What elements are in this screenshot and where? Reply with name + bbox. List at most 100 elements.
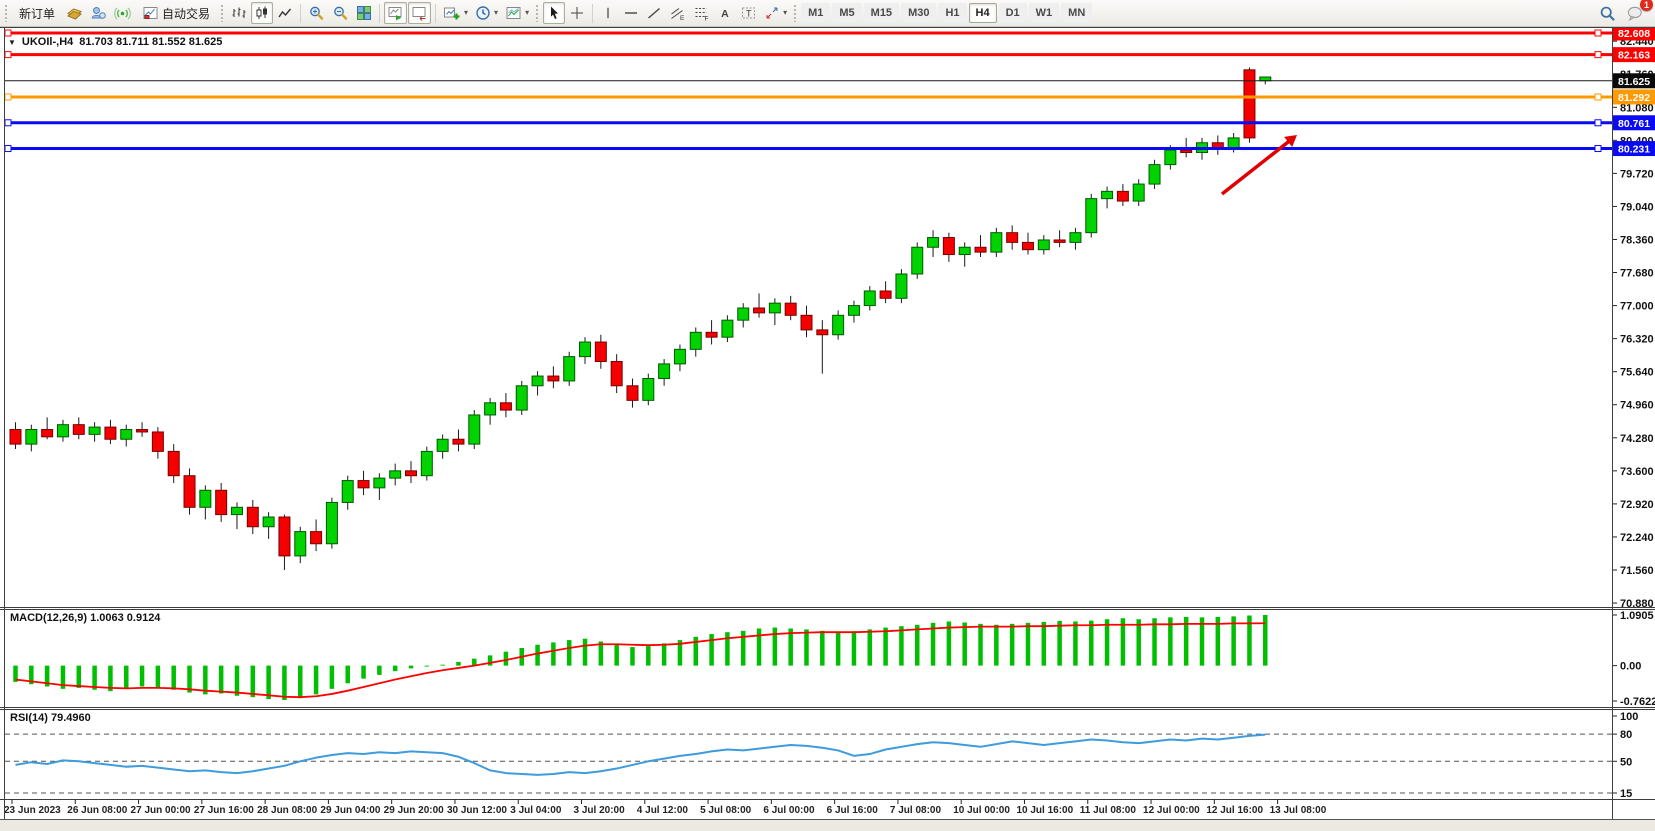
toolbar-grip[interactable] <box>220 4 226 22</box>
line-handle[interactable] <box>4 119 12 127</box>
zoom-out-button[interactable] <box>329 2 352 24</box>
rsi-axis-label: 100 <box>1620 711 1638 723</box>
arrow-shaft[interactable] <box>1220 136 1295 196</box>
signals-button[interactable] <box>111 2 134 24</box>
arrow-head[interactable] <box>1284 135 1297 148</box>
new-order-button[interactable]: 新订单 <box>12 2 62 24</box>
crosshair-tool-button[interactable] <box>566 2 588 24</box>
price-axis-background[interactable] <box>1613 28 1655 799</box>
timeframe-button-d1[interactable]: D1 <box>998 3 1027 23</box>
candle-body <box>1227 137 1240 149</box>
time-axis[interactable]: 23 Jun 2023 26 Jun 08:00 27 Jun 00:00 27 Ju… <box>0 799 1655 817</box>
line-handle[interactable] <box>1594 51 1602 59</box>
price-level-line[interactable] <box>4 145 1612 153</box>
arrows-tool-button[interactable]: ▾ <box>761 2 790 24</box>
auto-trading-icon <box>142 5 159 21</box>
time-tick-label: 23 Jun 2023 <box>4 805 61 816</box>
auto-scroll-button[interactable] <box>384 2 408 24</box>
candle-body <box>278 516 291 557</box>
chart-plot-area[interactable] <box>0 27 1655 831</box>
timeframe-button-m5[interactable]: M5 <box>832 3 862 23</box>
search-icon <box>1599 5 1616 22</box>
price-level-line[interactable] <box>4 51 1612 59</box>
price-level-line[interactable] <box>4 119 1612 127</box>
candle-body <box>452 438 465 445</box>
timeframe-button-h4[interactable]: H4 <box>968 3 997 23</box>
bar-chart-type-button[interactable] <box>228 2 250 24</box>
candlestick-chart-type-button[interactable] <box>251 2 274 24</box>
candle-body <box>1101 190 1114 200</box>
cursor-tool-button[interactable] <box>543 2 566 24</box>
text-label-tool-button[interactable]: T <box>737 2 760 24</box>
toolbar-grip[interactable] <box>793 4 799 22</box>
rsi-axis-label: 80 <box>1620 729 1632 741</box>
timeframe-button-mn[interactable]: MN <box>1061 3 1093 23</box>
candle-body <box>784 302 797 316</box>
line-handle[interactable] <box>1594 93 1602 101</box>
timeframe-button-m1[interactable]: M1 <box>801 3 831 23</box>
time-tick-label: 12 Jul 00:00 <box>1143 805 1200 816</box>
line-chart-type-button[interactable] <box>274 2 296 24</box>
candle-body <box>1053 239 1066 243</box>
time-tick-label: 28 Jun 08:00 <box>257 805 317 816</box>
svg-text:F: F <box>705 16 709 22</box>
timeframe-button-w1[interactable]: W1 <box>1028 3 1060 23</box>
price-level-line[interactable] <box>4 29 1612 37</box>
cloud-user-icon <box>90 5 107 21</box>
time-tick-label: 12 Jul 16:00 <box>1206 805 1263 816</box>
notification-badge[interactable]: 1 <box>1640 0 1653 11</box>
line-handle[interactable] <box>1594 119 1602 127</box>
templates-button[interactable]: ▾ <box>502 2 532 24</box>
candle-body <box>927 237 940 248</box>
candle-body <box>610 360 623 387</box>
zoom-in-icon <box>308 5 325 21</box>
price-tick-label: 73.600 <box>1620 466 1654 478</box>
add-indicator-button[interactable]: ▾ <box>440 2 471 24</box>
line-handle[interactable] <box>1594 145 1602 153</box>
horizontal-line-tool-button[interactable] <box>620 2 642 24</box>
bid-badge-label: 81.625 <box>1618 76 1650 88</box>
line-handle[interactable] <box>4 93 12 101</box>
line-handle[interactable] <box>4 51 12 59</box>
timeframe-button-m15[interactable]: M15 <box>863 3 900 23</box>
timeframe-button-h1[interactable]: H1 <box>938 3 967 23</box>
symbol-collapse-icon[interactable]: ▼ <box>8 37 16 47</box>
panel-divider[interactable] <box>0 707 1655 710</box>
chevron-down-icon: ▾ <box>494 8 499 17</box>
tile-windows-button[interactable] <box>353 2 375 24</box>
price-badge-label: 81.292 <box>1618 92 1650 104</box>
chart-stack-button[interactable] <box>63 2 86 24</box>
candle-body <box>136 429 149 433</box>
candle-body <box>9 429 22 445</box>
chart-shift-button[interactable] <box>408 2 432 24</box>
line-handle[interactable] <box>4 145 12 153</box>
line-handle[interactable] <box>1594 29 1602 37</box>
fibonacci-tool-button[interactable]: F <box>690 2 713 24</box>
timeframe-button-m30[interactable]: M30 <box>901 3 937 23</box>
toolbar-grip[interactable] <box>535 4 541 22</box>
candle-body <box>974 246 987 253</box>
time-tick-label: 3 Jul 04:00 <box>510 805 562 816</box>
auto-trading-button[interactable]: 自动交易 <box>135 2 217 24</box>
candle-body <box>1180 149 1193 153</box>
timeframe-toolbar: M1 M5 M15 M30 H1 H4 D1 W1 MN <box>801 3 1093 23</box>
trendline-tool-button[interactable] <box>643 2 665 24</box>
time-tick-label: 27 Jun 00:00 <box>131 805 191 816</box>
candle-body <box>642 377 655 401</box>
toolbar-grip[interactable] <box>4 4 9 22</box>
zoom-in-button[interactable] <box>305 2 328 24</box>
text-tool-button[interactable]: A <box>714 2 736 24</box>
annotation-arrow[interactable] <box>1220 135 1297 196</box>
price-badge-label: 80.761 <box>1618 118 1650 130</box>
search-button[interactable] <box>1596 2 1619 24</box>
macd-indicator-label: MACD(12,26,9) 1.0063 0.9124 <box>10 612 161 624</box>
community-button[interactable] <box>87 2 110 24</box>
price-axis[interactable]: 82.44081.76081.08080.40079.72079.04078.3… <box>1612 25 1655 800</box>
vertical-line-tool-button[interactable] <box>597 2 619 24</box>
channel-tool-button[interactable]: E <box>666 2 689 24</box>
panel-divider[interactable] <box>0 607 1655 610</box>
svg-text:T: T <box>746 9 752 19</box>
price-tick-label: 75.640 <box>1620 367 1654 379</box>
periods-button[interactable]: ▾ <box>472 2 501 24</box>
notifications-button[interactable] <box>1623 2 1647 24</box>
